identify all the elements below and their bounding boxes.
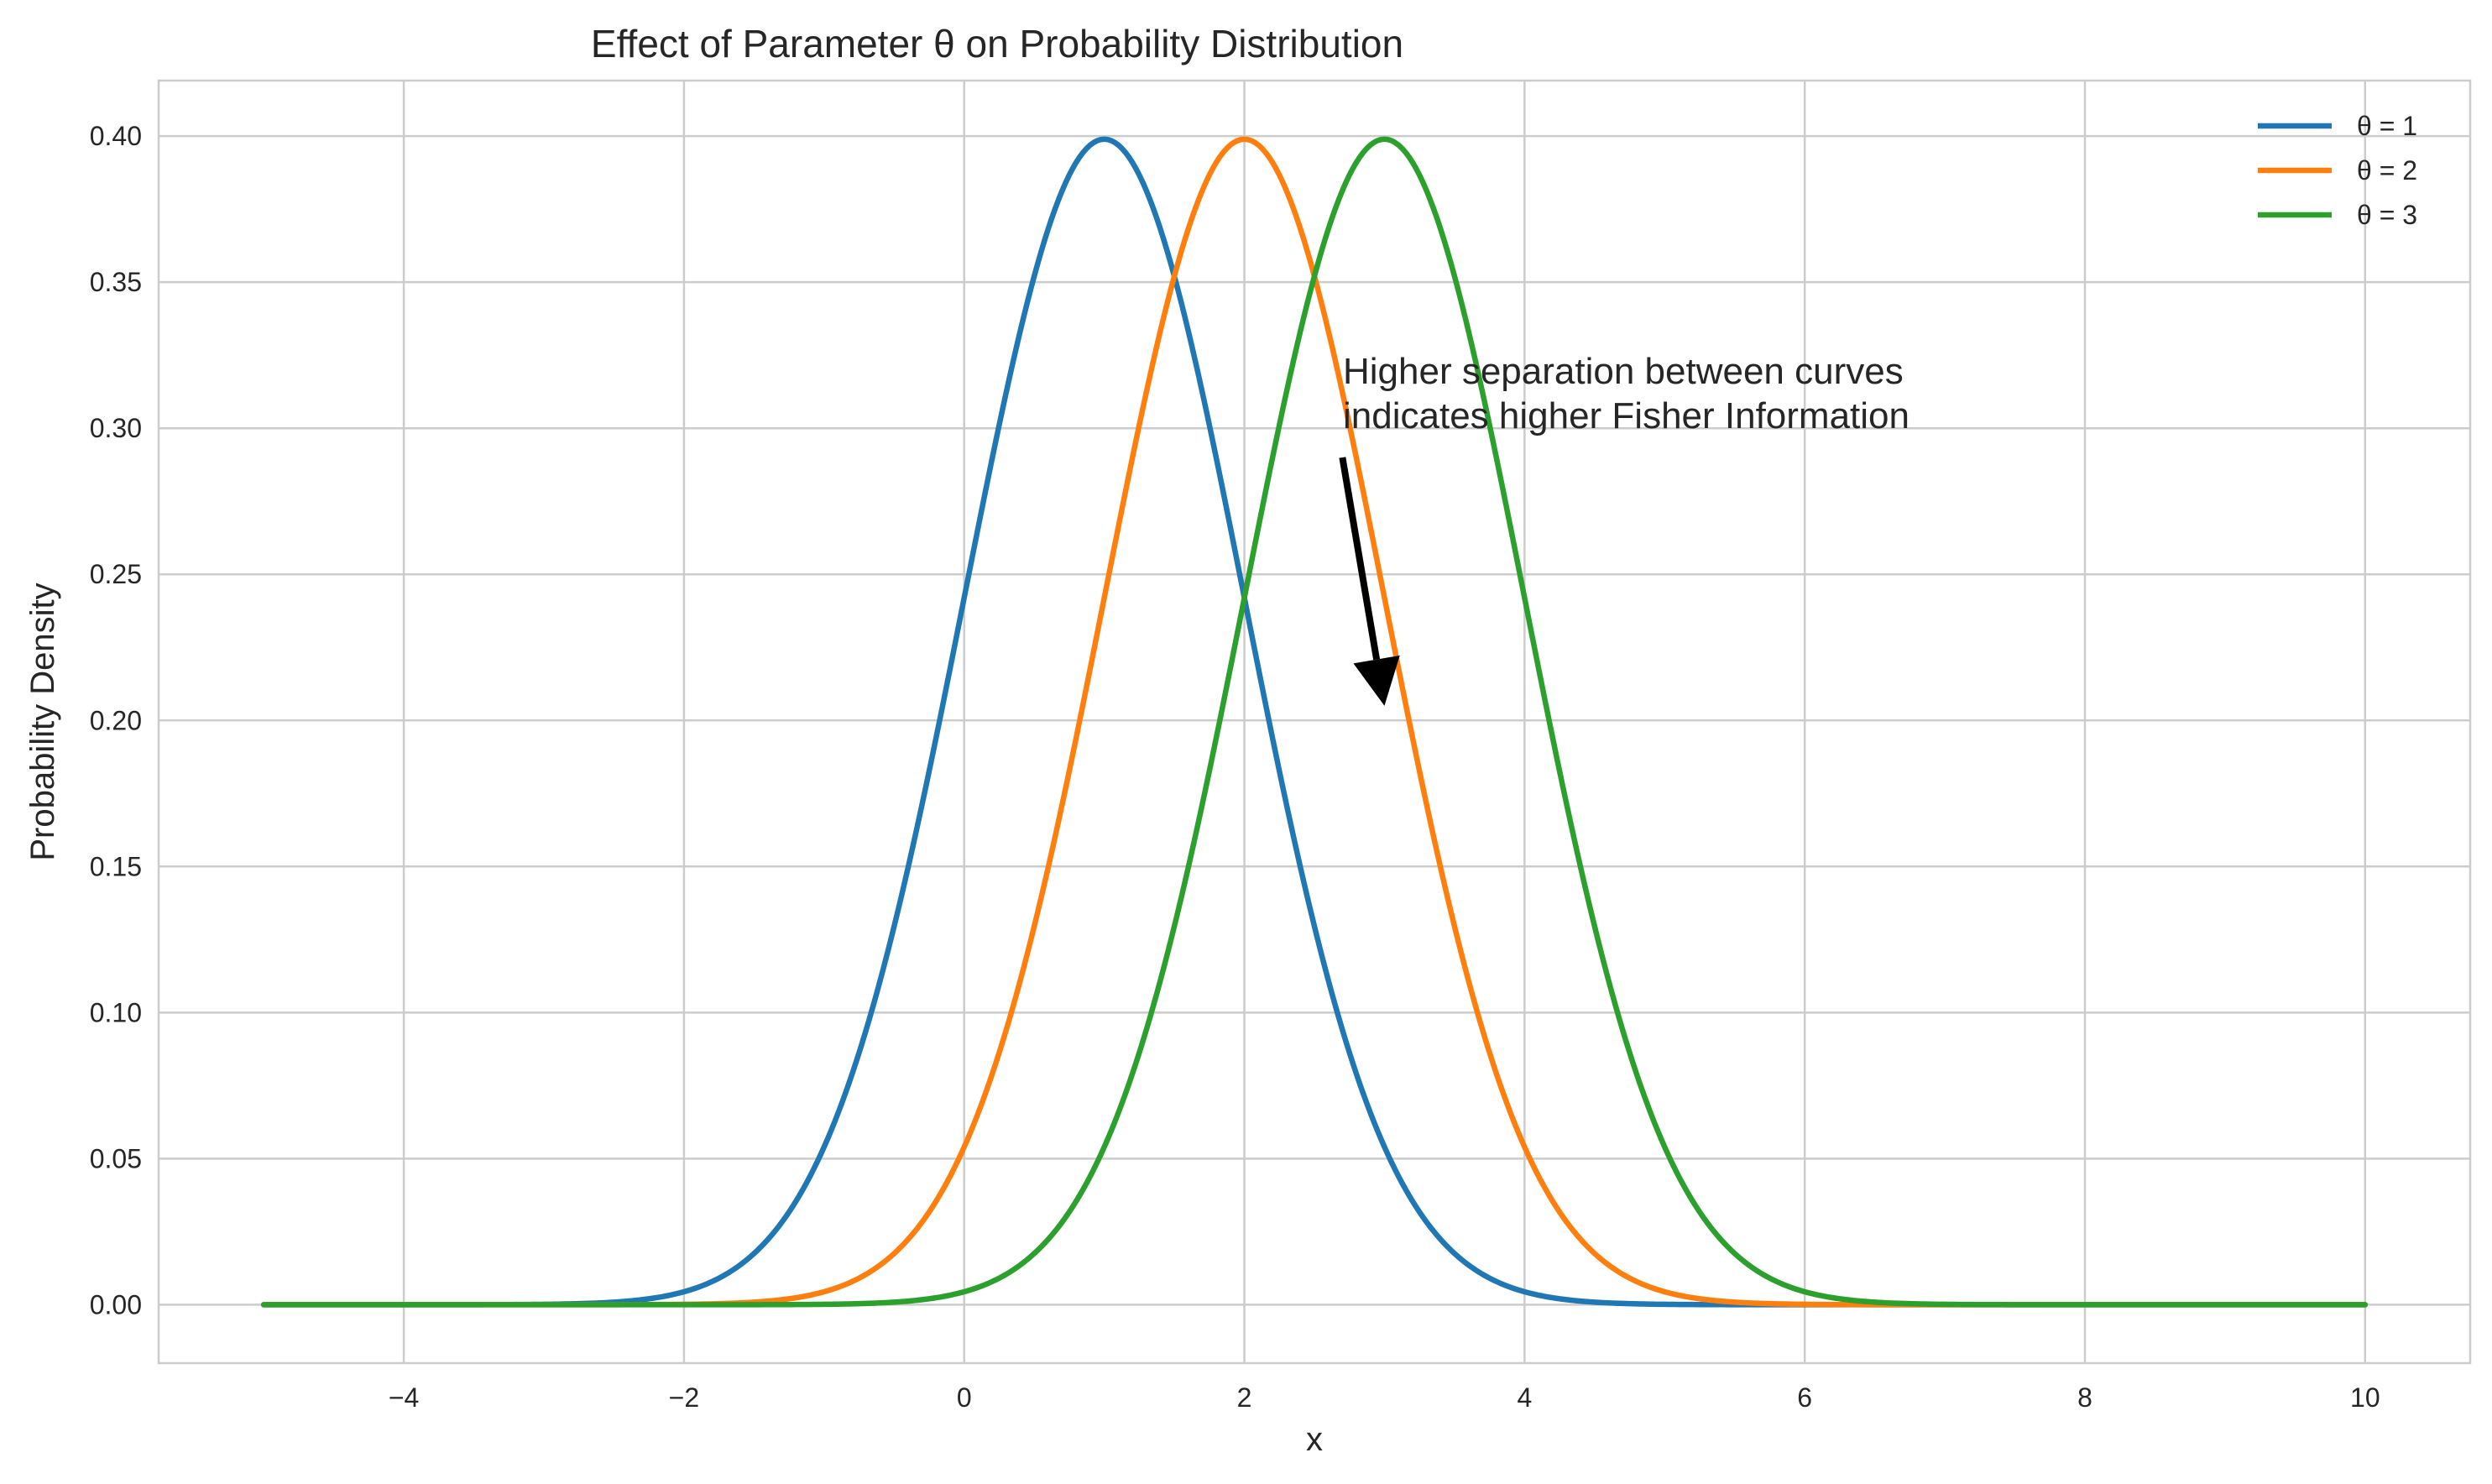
x-axis-label: x xyxy=(1306,1421,1323,1458)
y-tick-label: 0.30 xyxy=(90,413,142,443)
x-tick-label: 4 xyxy=(1517,1382,1532,1413)
legend: θ = 1 θ = 2 θ = 3 xyxy=(2258,111,2417,230)
legend-label: θ = 1 xyxy=(2357,111,2417,141)
y-tick-label: 0.35 xyxy=(90,267,142,297)
y-tick-label: 0.20 xyxy=(90,705,142,735)
annotation-arrow-shaft xyxy=(1339,457,1381,661)
series-lines xyxy=(260,136,2369,1308)
y-tick-label: 0.10 xyxy=(90,997,142,1027)
plot-frame xyxy=(157,79,2472,1365)
legend-label: θ = 2 xyxy=(2357,155,2417,186)
x-tick-label: 8 xyxy=(2077,1382,2092,1413)
x-tick-labels: −4 −2 0 2 4 6 8 10 xyxy=(389,1382,2380,1413)
y-tick-label: 0.25 xyxy=(90,559,142,589)
y-tick-label: 0.00 xyxy=(90,1289,142,1319)
legend-label: θ = 3 xyxy=(2357,200,2417,230)
y-tick-labels: 0.00 0.05 0.10 0.15 0.20 0.25 0.30 0.35 0.40 xyxy=(90,121,142,1319)
x-tick-label: 2 xyxy=(1237,1382,1252,1413)
series-line xyxy=(260,136,2369,1308)
x-tick-label: 10 xyxy=(2350,1382,2380,1413)
annotation-line-2: indicates higher Fisher Information xyxy=(1343,395,1909,436)
chart-title: Effect of Parameter θ on Probability Dis… xyxy=(591,22,1403,65)
x-tick-label: −2 xyxy=(669,1382,699,1413)
annotation: Higher separation between curves indicat… xyxy=(1339,351,1909,706)
y-tick-label: 0.05 xyxy=(90,1143,142,1173)
x-tick-label: 6 xyxy=(1797,1382,1812,1413)
x-tick-label: −4 xyxy=(389,1382,419,1413)
annotation-arrow-head xyxy=(1353,655,1400,706)
y-tick-label: 0.15 xyxy=(90,851,142,881)
y-tick-label: 0.40 xyxy=(90,121,142,151)
annotation-line-1: Higher separation between curves xyxy=(1343,351,1904,392)
x-tick-label: 0 xyxy=(957,1382,972,1413)
y-axis-label: Probability Density xyxy=(24,583,61,860)
